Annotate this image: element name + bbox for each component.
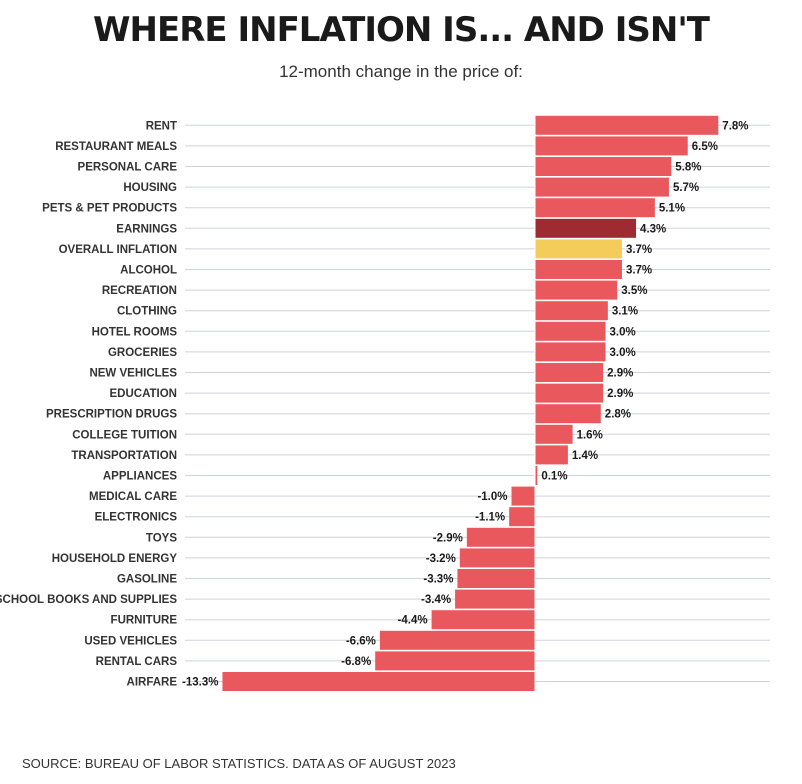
bar-gasoline [457, 569, 535, 588]
category-label: PETS & PET PRODUCTS [42, 203, 177, 215]
category-label: MEDICAL CARE [89, 491, 177, 503]
value-label: 3.5% [621, 285, 647, 297]
value-label: 0.1% [541, 471, 567, 483]
chart-title: WHERE INFLATION IS... AND ISN'T [93, 10, 710, 50]
category-label: GROCERIES [108, 347, 177, 359]
value-label: 2.9% [607, 388, 633, 400]
bar-recreation [535, 280, 618, 300]
bar-education [535, 383, 604, 403]
category-label: HOTEL ROOMS [92, 326, 178, 338]
bar-overall-inflation [535, 239, 622, 259]
bar-transportation [535, 445, 568, 465]
value-label: 6.5% [692, 141, 718, 153]
bars [222, 115, 719, 691]
category-label: GASOLINE [117, 574, 177, 586]
value-label: 5.8% [675, 162, 701, 174]
category-label: PERSONAL CARE [78, 162, 178, 174]
bar-clothing [535, 301, 608, 321]
value-label: 3.1% [612, 306, 638, 318]
value-label: 1.6% [577, 429, 603, 441]
bar-electronics [509, 507, 535, 527]
bar-household-energy [459, 548, 535, 568]
bar-new-vehicles [535, 363, 604, 382]
category-label: RENTAL CARS [96, 656, 178, 668]
category-label: USED VEHICLES [84, 635, 177, 647]
value-label: 5.7% [673, 182, 699, 194]
bar-groceries [535, 342, 606, 362]
category-labels: RENT RESTAURANT MEALS PERSONAL CARE HOUSING… [0, 120, 177, 688]
category-label: EDUCATION [109, 388, 177, 400]
value-label: -6.8% [341, 656, 371, 668]
bar-hotel-rooms [535, 321, 606, 341]
value-label: -2.9% [433, 532, 463, 544]
bar-earnings [535, 218, 637, 238]
bar-personal-care [535, 157, 672, 176]
bar-rent [535, 115, 719, 135]
value-label: -3.4% [421, 594, 451, 606]
value-labels: 7.8% 6.5% 5.8% 5.7% 5.1% 4.3% 3.7% 3.7% 3.5% 3.1%… [182, 120, 749, 688]
category-label: TRANSPORTATION [71, 450, 177, 462]
bar-used-vehicles [379, 630, 535, 650]
value-label: -1.1% [475, 512, 505, 524]
value-label: -13.3% [182, 677, 218, 689]
category-label: AIRFARE [127, 677, 178, 689]
value-label: -6.6% [346, 635, 376, 647]
value-label: 5.1% [659, 203, 685, 215]
category-label: APPLIANCES [103, 471, 177, 483]
category-label: SCHOOL BOOKS AND SUPPLIES [0, 594, 177, 606]
category-label: ELECTRONICS [95, 512, 178, 524]
value-label: 3.7% [626, 265, 652, 277]
category-label: CLOTHING [117, 306, 177, 318]
category-label: FURNITURE [111, 615, 178, 627]
value-label: 2.8% [605, 409, 631, 421]
value-label: -1.0% [477, 491, 507, 503]
bar-toys [466, 527, 535, 547]
bar-rental-cars [375, 651, 535, 671]
value-label: 3.7% [626, 244, 652, 256]
value-label: 3.0% [610, 326, 636, 338]
bar-airfare [222, 672, 535, 691]
value-label: -3.2% [426, 553, 456, 565]
bar-pets-pet-products [535, 198, 655, 218]
bar-school-books-and-supplies [455, 589, 535, 609]
value-label: 4.3% [640, 223, 666, 235]
category-label: NEW VEHICLES [89, 368, 177, 380]
category-label: RECREATION [102, 285, 177, 297]
category-label: PRESCRIPTION DRUGS [46, 409, 177, 421]
category-label: ALCOHOL [120, 265, 177, 277]
category-label: RENT [146, 120, 177, 132]
bar-restaurant-meals [535, 136, 688, 156]
value-label: 7.8% [722, 120, 748, 132]
category-label: EARNINGS [116, 223, 177, 235]
category-label: RESTAURANT MEALS [55, 141, 177, 153]
category-label: HOUSEHOLD ENERGY [52, 553, 178, 565]
bar-furniture [431, 610, 535, 630]
category-label: HOUSING [123, 182, 177, 194]
value-label: 2.9% [607, 368, 633, 380]
gridlines [185, 124, 770, 682]
bar-medical-care [511, 486, 535, 506]
category-label: OVERALL INFLATION [59, 244, 177, 256]
value-label: 1.4% [572, 450, 598, 462]
bar-housing [535, 177, 669, 197]
bar-alcohol [535, 260, 622, 279]
source-note: SOURCE: BUREAU OF LABOR STATISTICS. DATA… [22, 756, 456, 771]
value-label: 3.0% [610, 347, 636, 359]
bar-college-tuition [535, 424, 573, 444]
bar-chart: RENT RESTAURANT MEALS PERSONAL CARE HOUSING… [0, 115, 770, 692]
bar-prescription-drugs [535, 404, 601, 424]
chart-subtitle: 12-month change in the price of: [279, 62, 523, 81]
value-label: -3.3% [423, 574, 453, 586]
category-label: TOYS [146, 532, 177, 544]
value-label: -4.4% [398, 615, 428, 627]
bar-appliances [535, 466, 538, 485]
category-label: COLLEGE TUITION [72, 429, 177, 441]
